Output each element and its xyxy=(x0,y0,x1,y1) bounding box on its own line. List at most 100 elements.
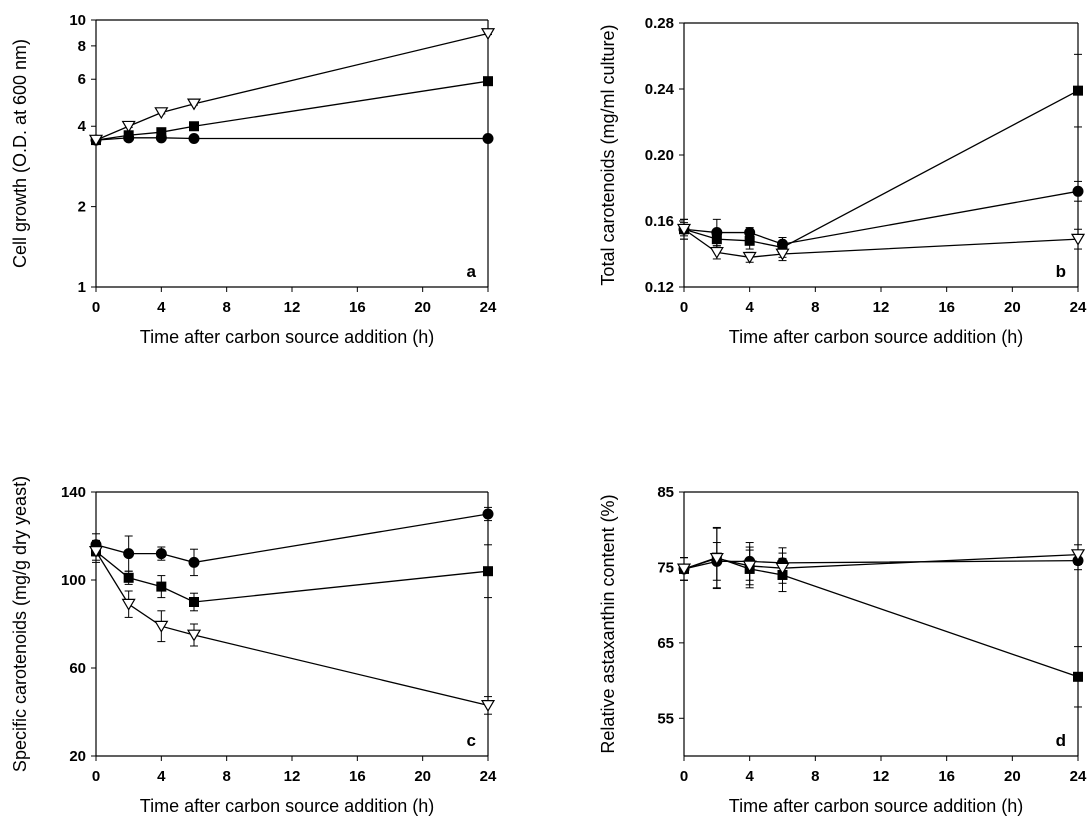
data-point xyxy=(1073,85,1083,96)
data-point xyxy=(775,248,790,261)
data-point xyxy=(154,107,169,120)
data-point xyxy=(123,130,134,141)
y-tick-label: 140 xyxy=(61,484,86,501)
y-tick-label: 85 xyxy=(657,484,674,501)
series-line xyxy=(683,90,1079,249)
series-line xyxy=(95,80,489,141)
panel-c: 0 4 8 12 16 20 24 20 60 100 140 Time after carbon s… xyxy=(10,476,497,816)
x-tick-label: 0 xyxy=(680,768,688,785)
x-tick-label: 20 xyxy=(1004,299,1021,316)
x-axis-label: Time after carbon source addition (h) xyxy=(140,327,434,347)
data-point xyxy=(483,76,493,87)
series-triangle-down-open xyxy=(88,28,496,147)
x-tick-label: 8 xyxy=(811,768,819,785)
data-point xyxy=(742,251,757,264)
x-tick-label: 12 xyxy=(284,299,301,316)
data-point xyxy=(483,566,493,577)
y-tick-label: 65 xyxy=(657,635,674,652)
y-tick-label: 60 xyxy=(69,660,86,677)
y-tick-label: 1 xyxy=(78,279,86,296)
x-tick-label: 0 xyxy=(680,299,688,316)
data-point xyxy=(676,223,692,236)
data-point xyxy=(744,235,755,246)
y-tick-label: 55 xyxy=(657,710,674,727)
x-tick-label: 16 xyxy=(349,768,366,785)
series-line xyxy=(95,137,488,141)
series-line xyxy=(95,32,489,141)
series-triangle-down-open xyxy=(676,527,1086,590)
data-point xyxy=(480,28,496,41)
y-tick-label: 0.12 xyxy=(645,279,674,296)
data-point xyxy=(775,562,790,575)
y-tick-label: 0.20 xyxy=(645,147,674,164)
data-point xyxy=(156,127,167,138)
panel-letter: a xyxy=(467,262,477,281)
x-axis-label: Time after carbon source addition (h) xyxy=(729,327,1023,347)
x-tick-label: 20 xyxy=(414,768,431,785)
panel-d: 0 4 8 12 16 20 24 55 65 75 85 Time after carbon sou… xyxy=(598,484,1087,816)
series-line xyxy=(683,556,1079,678)
y-tick-label: 100 xyxy=(61,572,86,589)
data-point xyxy=(742,560,757,573)
data-point xyxy=(88,545,104,558)
data-point xyxy=(676,563,692,576)
data-point xyxy=(123,572,134,583)
y-tick-label: 8 xyxy=(78,38,86,55)
y-tick-label: 0.28 xyxy=(645,15,674,32)
data-point xyxy=(188,132,200,144)
data-point xyxy=(482,508,494,520)
x-tick-label: 0 xyxy=(92,299,100,316)
data-point xyxy=(88,134,104,147)
x-axis-label: Time after carbon source addition (h) xyxy=(729,796,1023,816)
x-tick-label: 12 xyxy=(873,299,890,316)
y-axis-label: Specific carotenoids (mg/g dry yeast) xyxy=(10,476,30,772)
x-tick-label: 4 xyxy=(157,768,166,785)
series-triangle-down-open xyxy=(676,222,1086,264)
data-point xyxy=(1073,671,1083,682)
data-point xyxy=(121,120,136,133)
data-point xyxy=(186,629,202,642)
series-circle xyxy=(90,132,494,146)
y-tick-label: 0.16 xyxy=(645,213,674,230)
series-circle xyxy=(678,542,1084,581)
data-point xyxy=(709,552,724,565)
x-tick-label: 12 xyxy=(284,768,301,785)
data-point xyxy=(123,548,135,560)
series-line xyxy=(683,190,1079,245)
x-tick-label: 24 xyxy=(1070,768,1087,785)
x-tick-label: 0 xyxy=(92,768,100,785)
x-tick-label: 20 xyxy=(414,299,431,316)
series-square xyxy=(91,539,493,612)
data-point xyxy=(156,581,167,592)
x-tick-label: 16 xyxy=(349,299,366,316)
data-point xyxy=(186,98,202,111)
series-line xyxy=(95,551,489,707)
panel-letter: b xyxy=(1056,262,1066,281)
x-axis-label: Time after carbon source addition (h) xyxy=(140,796,434,816)
data-point xyxy=(709,246,724,259)
data-point xyxy=(188,556,200,568)
x-tick-label: 4 xyxy=(745,299,754,316)
y-tick-label: 4 xyxy=(78,118,87,135)
x-tick-label: 24 xyxy=(480,299,497,316)
panel-b: 0 4 8 12 16 20 24 0.12 0.16 0.20 0.24 0.28 Time afte… xyxy=(598,15,1087,347)
x-tick-label: 4 xyxy=(745,768,754,785)
x-tick-label: 8 xyxy=(222,299,230,316)
data-point xyxy=(155,548,167,560)
series-line xyxy=(683,228,1079,258)
data-point xyxy=(711,234,722,245)
x-tick-label: 4 xyxy=(157,299,166,316)
x-tick-label: 20 xyxy=(1004,768,1021,785)
series-square xyxy=(91,76,493,146)
x-tick-label: 24 xyxy=(1070,299,1087,316)
y-tick-label: 0.24 xyxy=(645,81,675,98)
x-tick-label: 12 xyxy=(873,768,890,785)
data-point xyxy=(482,132,494,144)
data-point xyxy=(154,620,169,633)
series-square xyxy=(679,526,1083,708)
y-tick-label: 75 xyxy=(657,559,674,576)
y-tick-label: 20 xyxy=(69,748,86,765)
data-point xyxy=(121,598,136,611)
